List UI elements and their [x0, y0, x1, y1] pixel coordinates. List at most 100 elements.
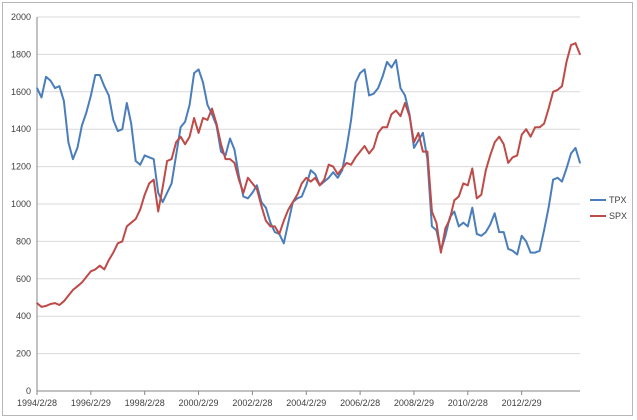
data-point-tpx [368, 94, 370, 97]
data-point-spx [485, 169, 487, 172]
data-point-tpx [413, 147, 415, 149]
data-point-tpx [570, 152, 572, 155]
data-point-tpx [58, 85, 61, 87]
data-point-spx [292, 201, 294, 203]
data-point-spx [399, 115, 402, 117]
data-point-tpx [287, 221, 290, 224]
data-point-spx [565, 61, 568, 63]
data-point-spx [556, 89, 559, 91]
data-point-tpx [166, 192, 168, 194]
data-point-spx [179, 135, 182, 138]
y-tick-label: 2000 [11, 12, 31, 22]
data-point-spx [278, 233, 281, 235]
y-tick-label: 800 [16, 236, 31, 246]
data-point-spx [417, 132, 420, 134]
data-point-spx [538, 126, 541, 129]
data-point-spx [476, 197, 478, 200]
data-point-tpx [404, 94, 406, 97]
data-point-tpx [520, 235, 523, 237]
data-point-spx [543, 122, 545, 125]
data-point-spx [426, 150, 429, 153]
data-point-spx [260, 205, 263, 207]
data-point-spx [547, 107, 550, 110]
data-point-tpx [498, 231, 501, 233]
data-point-spx [345, 162, 348, 164]
data-point-tpx [103, 85, 106, 87]
data-point-spx [152, 178, 155, 181]
data-point-spx [242, 192, 245, 194]
data-point-spx [462, 182, 465, 185]
data-point-tpx [511, 250, 514, 252]
data-point-spx [99, 264, 101, 267]
data-point-spx [108, 259, 110, 261]
data-point-tpx [471, 206, 474, 209]
data-point-spx [229, 158, 231, 160]
data-point-tpx [480, 235, 483, 237]
data-point-spx [220, 143, 222, 145]
y-tick-label: 600 [16, 274, 31, 284]
data-point-tpx [529, 251, 532, 254]
x-tick-label: 2000/2/29 [179, 398, 219, 408]
data-point-spx [404, 102, 406, 104]
data-point-tpx [269, 221, 272, 224]
data-point-tpx [534, 251, 536, 254]
data-point-spx [215, 122, 218, 125]
data-point-tpx [579, 162, 581, 164]
data-point-tpx [170, 182, 173, 185]
data-point-spx [363, 145, 366, 147]
data-point-spx [72, 289, 74, 291]
data-point-tpx [94, 74, 97, 76]
data-point-tpx [561, 180, 563, 183]
data-point-tpx [538, 250, 541, 252]
data-point-tpx [516, 253, 518, 256]
y-tick-label: 1800 [11, 49, 31, 59]
data-point-spx [381, 126, 384, 129]
data-point-tpx [525, 240, 527, 243]
data-point-spx [283, 220, 285, 222]
data-point-tpx [229, 137, 231, 140]
data-point-tpx [453, 210, 456, 213]
series-lines [36, 42, 581, 308]
data-point-spx [489, 154, 492, 157]
data-point-tpx [143, 154, 146, 157]
y-tick-label: 200 [16, 349, 31, 359]
data-point-tpx [211, 113, 213, 115]
x-tick-labels: 1994/2/28 1996/2/29 1998/2/28 2000/2/29 2002… [17, 398, 542, 408]
data-point-tpx [85, 111, 88, 114]
data-point-spx [188, 135, 191, 138]
data-point-spx [471, 167, 474, 170]
data-point-tpx [381, 76, 384, 78]
data-point-spx [449, 218, 451, 220]
data-point-spx [440, 251, 442, 254]
data-point-spx [287, 208, 290, 211]
data-point-spx [269, 225, 272, 228]
x-tick-label: 1998/2/28 [125, 398, 165, 408]
data-point-spx [431, 210, 433, 213]
data-point-spx [49, 303, 52, 305]
data-point-tpx [493, 212, 496, 215]
data-point-tpx [399, 87, 402, 89]
data-point-spx [467, 184, 469, 187]
data-point-tpx [350, 119, 352, 121]
y-tick-label: 1600 [11, 87, 31, 97]
data-point-spx [372, 147, 375, 149]
axes [36, 17, 580, 395]
data-point-tpx [489, 223, 492, 226]
data-point-tpx [256, 184, 258, 187]
data-point-spx [265, 220, 267, 222]
data-point-tpx [49, 79, 52, 82]
data-point-spx [85, 276, 88, 278]
data-point-tpx [372, 92, 375, 95]
data-point-spx [323, 178, 326, 181]
data-point-tpx [507, 248, 510, 250]
series-line-spx [36, 42, 581, 308]
data-point-tpx [283, 242, 285, 245]
x-tick-label: 2002/2/28 [232, 398, 272, 408]
data-point-spx [130, 221, 132, 224]
data-point-spx [238, 178, 240, 181]
data-point-spx [296, 193, 299, 196]
data-point-spx [126, 225, 128, 228]
data-point-spx [507, 162, 510, 164]
data-point-tpx [377, 87, 379, 89]
data-point-tpx [99, 74, 101, 76]
